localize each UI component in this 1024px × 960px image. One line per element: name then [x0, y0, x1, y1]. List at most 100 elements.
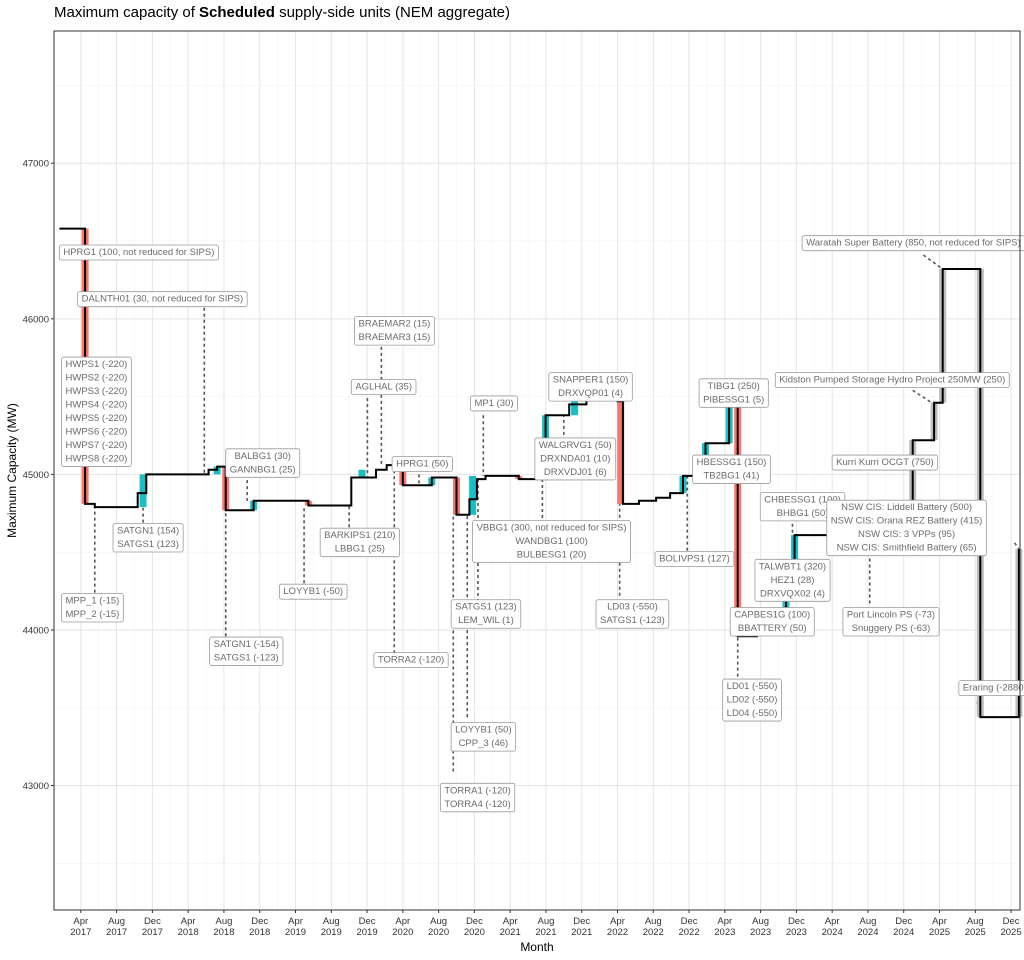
annotation-box [692, 454, 771, 484]
annotation-text-line: TB2BG1 (41) [704, 471, 760, 482]
x-tick-label-line: 2024 [857, 927, 878, 938]
annotation-text-line: SATGS1 (123) [455, 602, 517, 613]
x-tick-label-line: Aug [430, 916, 447, 927]
annotation-text-line: HWPS7 (-220) [66, 440, 128, 451]
annotation-text-line: HWPS8 (-220) [66, 454, 128, 465]
annotation-box [595, 599, 670, 629]
x-tick-label: Dec 2019 [356, 916, 377, 938]
annotation-box [450, 722, 517, 752]
annotation-text: BARKIPS1 (210) LBBG1 (25) [324, 530, 395, 555]
annotation-text: SNAPPER1 (150) DRXVQP01 (4) [553, 375, 629, 400]
x-tick-label: Dec 2021 [571, 916, 592, 938]
annotation-text-line: Snuggery PS (-63) [852, 623, 931, 634]
annotation-text: VBBG1 (300, not reduced for SIPS) WANDBG1… [477, 522, 627, 560]
annotation-text-line: LD03 (-550) [607, 602, 658, 613]
annotation-text: Waratah Super Battery (850, not reduced … [806, 238, 1021, 249]
x-tick-label-line: 2019 [321, 927, 342, 938]
x-tick-label-line: Apr [503, 916, 518, 927]
x-tick-label: Apr 2023 [714, 916, 735, 938]
annotation-text-line: AGLHAL (35) [355, 382, 412, 393]
chart-title-prefix: Maximum capacity of [54, 4, 200, 21]
annotation-box [77, 291, 248, 308]
annotation-text: HPRG1 (100, not reduced for SIPS) [63, 247, 214, 258]
annotation-box [354, 316, 435, 346]
annotation-text-line: BHBG1 (50) [777, 508, 829, 519]
y-axis-title: Maximum Capacity (MW) [5, 403, 19, 538]
annotation-leader [922, 254, 944, 270]
x-tick-label: Aug 2021 [535, 916, 556, 938]
x-tick-label-line: 2022 [678, 927, 699, 938]
annotation-label: TALWBT1 (320) HEZ1 (28) DRXVQX02 (4) [754, 558, 831, 602]
annotation-text-line: HWPS5 (-220) [66, 413, 128, 424]
x-tick-label: Dec 2017 [142, 916, 163, 938]
x-tick-label-line: Apr [610, 916, 625, 927]
increase-bar [139, 474, 147, 508]
annotation-label: SATGN1 (-154) SATGS1 (-123) [209, 636, 284, 666]
annotation-box [439, 782, 516, 813]
annotation-text-line: BULBESG1 (20) [517, 549, 587, 560]
annotation-leader [912, 389, 933, 404]
annotation-text-line: HWPS4 (-220) [66, 400, 128, 411]
annotation-text-line: SATGS1 (-123) [600, 615, 665, 626]
annotation-text: SATGN1 (154) SATGS1 (123) [117, 526, 179, 551]
projected-capacity-line [867, 268, 1020, 719]
annotation-label: SATGN1 (154) SATGS1 (123) [112, 523, 184, 553]
y-tick-label: 45000 [23, 470, 49, 481]
chart-title: Maximum capacity of Scheduled supply-sid… [54, 4, 510, 21]
x-tick-label: Aug 2023 [750, 916, 771, 938]
annotation-label: AGLHAL (35) [350, 379, 417, 396]
annotation-box [209, 636, 284, 666]
increase-bar [571, 398, 579, 416]
annotation-label: VBBG1 (300, not reduced for SIPS) WANDBG1… [472, 519, 631, 563]
y-tick-label: 47000 [23, 159, 49, 170]
x-tick-label-line: 2021 [535, 927, 556, 938]
x-tick-label-line: Dec [573, 916, 590, 927]
annotation-text-line: Kurri Kurri OCGT (750) [836, 457, 933, 468]
annotation-text-line: DRXNDA01 (10) [540, 453, 610, 464]
annotation-text: WALGRVG1 (50) DRXNDA01 (10) DRXVDJ01 (6) [539, 440, 612, 478]
annotation-box [698, 378, 769, 408]
x-tick-label-line: Apr [395, 916, 410, 927]
annotation-label: Waratah Super Battery (850, not reduced … [801, 235, 1024, 252]
annotation-text-line: WALGRVG1 (50) [539, 440, 612, 451]
annotation-text-line: Waratah Super Battery (850, not reduced … [806, 238, 1021, 249]
annotation-box [729, 607, 815, 637]
x-tick-label-line: 2018 [178, 927, 199, 938]
annotation-box [225, 448, 301, 478]
annotation-text-line: DRXVQP01 (4) [558, 388, 623, 399]
annotation-text: HWPS1 (-220) HWPS2 (-220) HWPS3 (-220) HWPS… [66, 359, 128, 465]
annotation-text: HPRG1 (50) [396, 459, 448, 470]
annotation-text-line: TORRA1 (-120) [444, 785, 510, 796]
annotation-label: BOLIVPS1 (127) [654, 551, 735, 567]
annotation-text: SATGN1 (-154) SATGS1 (-123) [214, 639, 279, 664]
x-tick-label-line: Apr [73, 916, 88, 927]
x-tick-label-line: 2021 [571, 927, 592, 938]
annotation-label: BRAEMAR2 (15) BRAEMAR3 (15) [354, 316, 435, 346]
annotation-text: LOYYB1 (50) CPP_3 (46) [455, 725, 512, 750]
annotation-text-line: TORRA2 (-120) [378, 655, 444, 666]
annotation-text-line: BARKIPS1 (210) [324, 530, 395, 541]
annotation-box [826, 499, 987, 557]
x-tick-label: Apr 2025 [929, 916, 950, 938]
annotation-label: MP1 (30) [470, 395, 518, 412]
x-tick-label-line: 2017 [70, 927, 91, 938]
annotation-label: Port Lincoln PS (-73) Snuggery PS (-63) [842, 607, 940, 637]
x-tick-label: Apr 2021 [500, 916, 521, 938]
x-tick-label: Dec 2024 [893, 916, 914, 938]
annotation-label: HWPS1 (-220) HWPS2 (-220) HWPS3 (-220) HWPS… [61, 356, 132, 467]
x-tick-label-line: 2025 [965, 927, 986, 938]
annotation-text: CHBESSG1 (100) BHBG1 (50) [764, 494, 841, 519]
x-tick-label-line: 2017 [142, 927, 163, 938]
x-tick-label-line: Aug [645, 916, 662, 927]
annotation-text: Kurri Kurri OCGT (750) [836, 457, 933, 468]
annotation-text-line: BALBG1 (30) [234, 451, 291, 462]
x-tick-label-line: 2017 [106, 927, 127, 938]
annotation-text-line: GANNBG1 (25) [230, 464, 296, 475]
annotation-text-line: BRAEMAR3 (15) [359, 332, 431, 343]
annotation-text-line: MP1 (30) [474, 398, 513, 409]
annotation-text-line: VBBG1 (300, not reduced for SIPS) [477, 522, 627, 533]
annotation-label: TORRA2 (-120) [373, 652, 449, 669]
x-tick-label-line: Aug [537, 916, 554, 927]
annotation-text-line: Port Lincoln PS (-73) [847, 610, 935, 621]
